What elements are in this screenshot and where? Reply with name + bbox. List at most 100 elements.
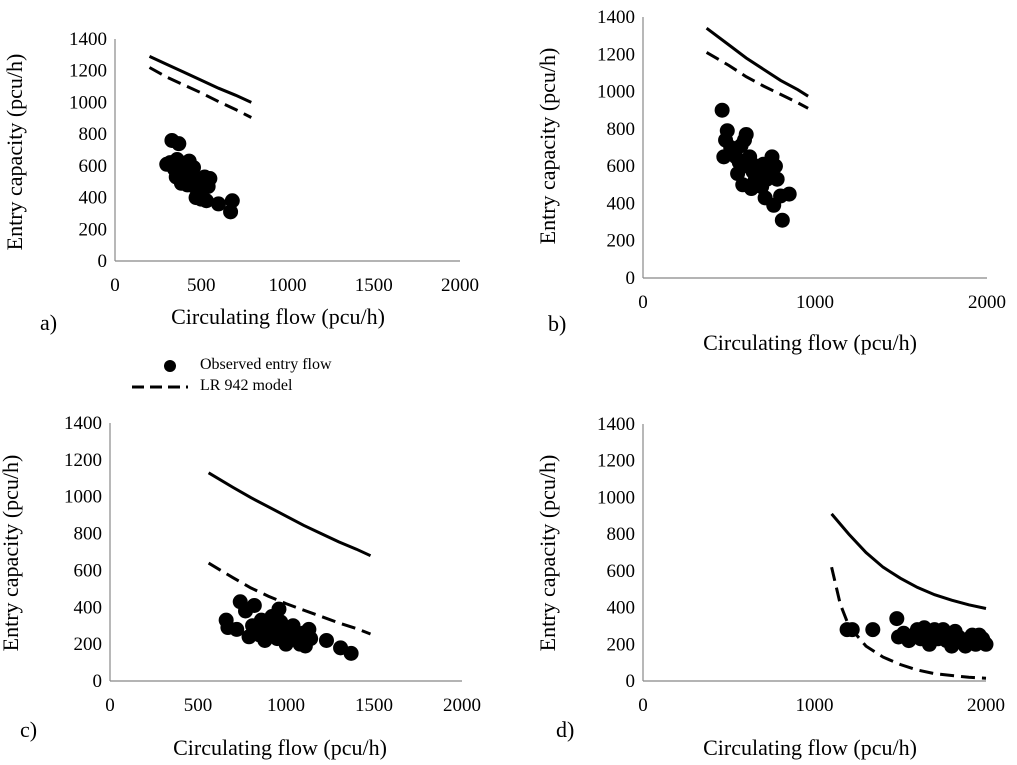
- x-tick-label: 1000: [796, 695, 834, 716]
- y-tick-label: 800: [607, 119, 636, 140]
- legend: Observed entry flow LR 942 model: [132, 356, 400, 398]
- observed-point: [719, 123, 735, 139]
- y-tick-label: 600: [607, 561, 636, 582]
- y-tick-label: 400: [74, 597, 103, 618]
- observed-point: [223, 204, 239, 220]
- observed-point: [198, 193, 214, 209]
- chart-panel-b: 0 200 400 600 800 1000 1200 1400 0 1000 2000 Entry …: [535, 7, 1006, 355]
- legend-marker-observed: [164, 360, 176, 372]
- observed-point: [767, 158, 783, 174]
- observed-point: [171, 136, 187, 152]
- observed-point: [714, 102, 730, 118]
- observed-point: [343, 645, 359, 661]
- y-tick-label: 400: [607, 598, 636, 619]
- y-tick-label: 1000: [64, 487, 102, 508]
- y-axis-title: Entry capacity (pcu/h): [0, 455, 23, 652]
- chart-panel-a: 0 200 400 600 800 1000 1200 1400 0 500 1000 1500 200…: [2, 29, 479, 335]
- observed-point: [889, 611, 905, 627]
- observed-point: [730, 166, 746, 182]
- observed-point: [865, 622, 881, 638]
- y-tick-label: 1000: [597, 487, 635, 508]
- y-tick-label: 800: [79, 124, 108, 145]
- x-tick-label: 2000: [441, 275, 479, 296]
- observed-point: [781, 186, 797, 202]
- legend-label-observed: Observed entry flow: [200, 356, 332, 373]
- lr942-model-curve: [830, 566, 987, 680]
- x-tick-label: 0: [110, 275, 120, 296]
- solid-model-curve: [705, 27, 809, 98]
- chart-panel-c: 0 200 400 600 800 1000 1200 1400 0 500 1000 1500 200…: [0, 413, 481, 760]
- observed-point: [202, 171, 218, 187]
- y-tick-label: 1000: [69, 92, 107, 113]
- lr942-model-curve: [148, 66, 252, 119]
- y-tick-label: 600: [79, 156, 108, 177]
- y-tick-label: 1200: [64, 450, 102, 471]
- panel-label: d): [556, 717, 574, 742]
- x-tick-label: 1000: [269, 275, 307, 296]
- x-tick-label: 1500: [355, 275, 393, 296]
- y-tick-label: 0: [626, 268, 636, 289]
- y-tick-label: 0: [626, 671, 636, 692]
- observed-point: [246, 597, 262, 613]
- solid-model-curve: [148, 55, 252, 104]
- y-tick-label: 200: [607, 634, 636, 655]
- panel-label: c): [20, 717, 37, 742]
- y-tick-label: 800: [74, 524, 103, 545]
- legend-line-lr942: [132, 385, 188, 389]
- y-tick-label: 400: [79, 188, 108, 209]
- x-tick-label: 2000: [967, 695, 1005, 716]
- y-tick-label: 0: [98, 251, 108, 272]
- panel-label: a): [40, 310, 57, 335]
- y-tick-label: 1400: [597, 7, 635, 28]
- y-tick-label: 200: [79, 219, 108, 240]
- x-tick-label: 2000: [443, 695, 481, 716]
- x-axis-title: Circulating flow (pcu/h): [703, 735, 917, 760]
- observed-point: [978, 636, 994, 652]
- panel-label: b): [548, 311, 566, 336]
- y-axis-title: Entry capacity (pcu/h): [535, 455, 560, 652]
- x-tick-label: 500: [187, 275, 216, 296]
- x-tick-label: 2000: [968, 292, 1006, 313]
- observed-point: [303, 631, 319, 647]
- y-tick-label: 1000: [597, 82, 635, 103]
- y-axis-title: Entry capacity (pcu/h): [2, 54, 27, 251]
- y-tick-label: 1400: [64, 413, 102, 434]
- x-tick-label: 1000: [796, 292, 834, 313]
- y-tick-label: 600: [607, 156, 636, 177]
- y-tick-label: 1200: [597, 44, 635, 65]
- y-tick-label: 200: [74, 634, 103, 655]
- x-tick-label: 1500: [355, 695, 393, 716]
- solid-model-curve: [207, 471, 372, 558]
- observed-point: [224, 193, 240, 209]
- y-axis-title: Entry capacity (pcu/h): [535, 48, 560, 245]
- observed-point: [211, 196, 226, 212]
- observed-point: [738, 126, 754, 142]
- y-tick-label: 1200: [69, 61, 107, 82]
- observed-point: [769, 171, 785, 187]
- x-axis-title: Circulating flow (pcu/h): [703, 330, 917, 355]
- observed-point: [271, 601, 287, 617]
- lr942-model-curve: [705, 51, 809, 110]
- x-axis-title: Circulating flow (pcu/h): [171, 304, 385, 329]
- y-tick-label: 0: [93, 671, 103, 692]
- y-tick-label: 600: [74, 560, 103, 581]
- y-tick-label: 1400: [597, 414, 635, 435]
- x-tick-label: 500: [184, 695, 213, 716]
- chart-panel-d: 0 200 400 600 800 1000 1200 1400 0 1000 2000 Entry …: [535, 414, 1005, 760]
- y-tick-label: 1400: [69, 29, 107, 50]
- x-tick-label: 0: [105, 695, 115, 716]
- solid-model-curve: [830, 512, 987, 610]
- y-tick-label: 1200: [597, 451, 635, 472]
- observed-point: [318, 632, 334, 648]
- lr942-model-curve: [207, 561, 372, 636]
- observed-point: [774, 212, 790, 228]
- x-tick-label: 0: [638, 292, 648, 313]
- x-axis-title: Circulating flow (pcu/h): [173, 735, 387, 760]
- y-tick-label: 200: [607, 231, 636, 252]
- x-tick-label: 0: [638, 695, 648, 716]
- legend-label-lr942: LR 942 model: [200, 377, 293, 394]
- y-tick-label: 400: [607, 193, 636, 214]
- x-tick-label: 1000: [267, 695, 305, 716]
- y-tick-label: 800: [607, 524, 636, 545]
- observed-point: [229, 621, 245, 637]
